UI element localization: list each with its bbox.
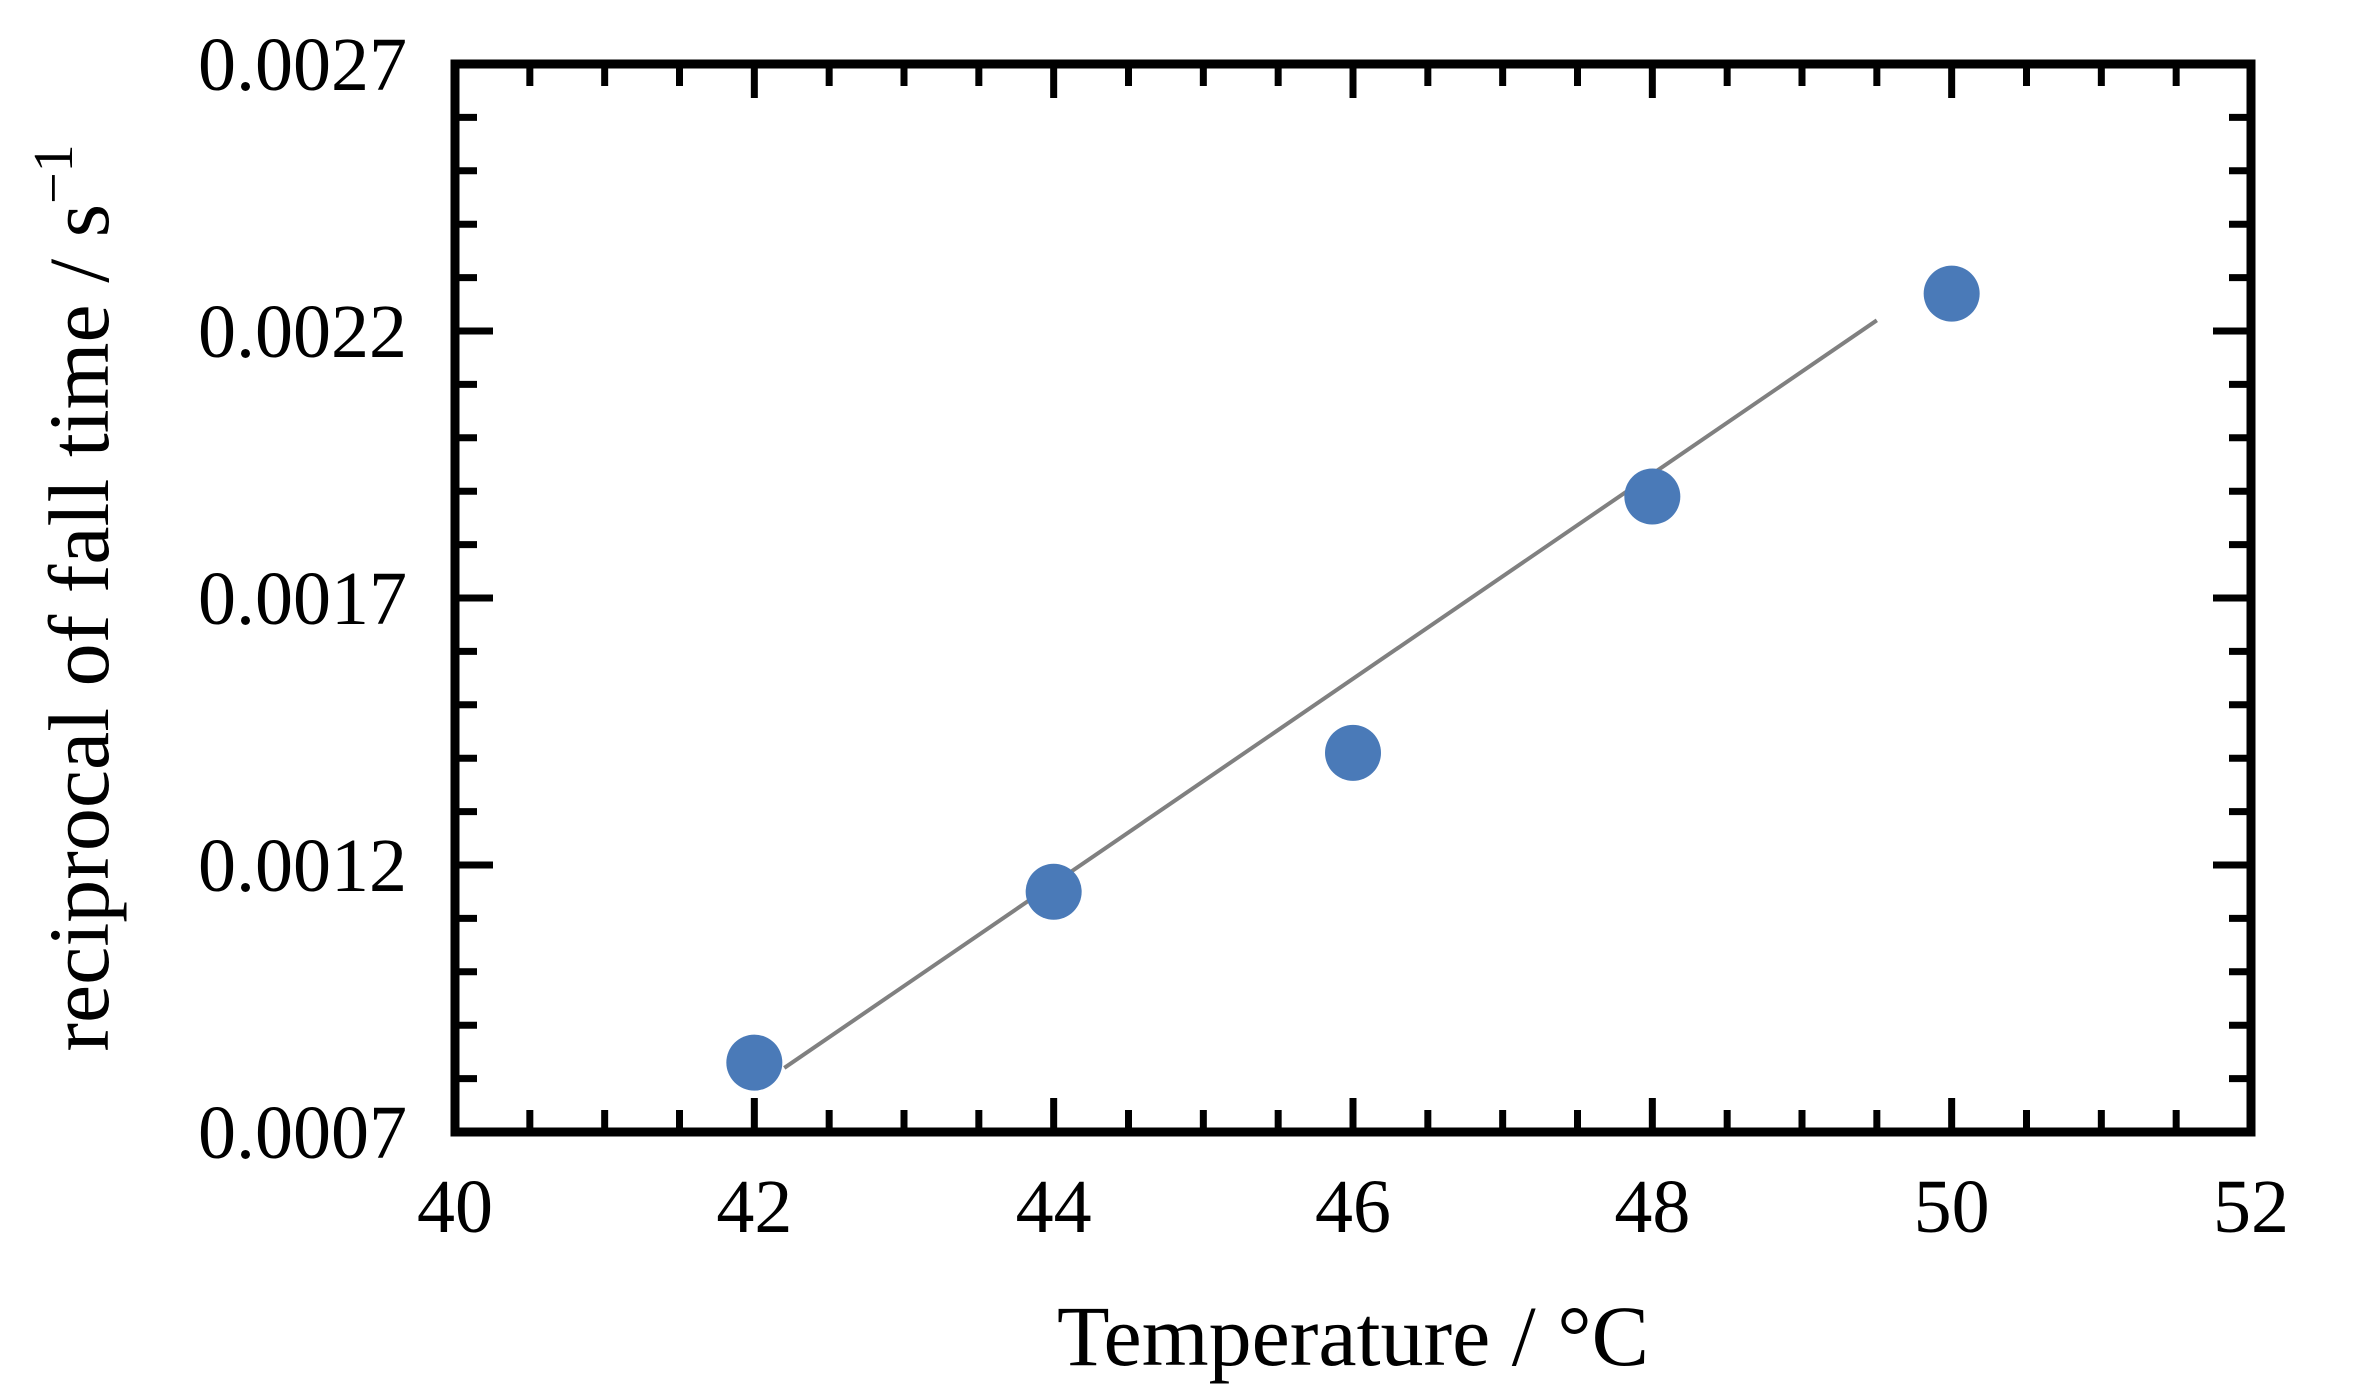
data-point <box>1025 863 1082 920</box>
data-point <box>1923 265 1980 322</box>
y-tick-label: 0.0012 <box>198 824 407 908</box>
y-axis-title-superscript: −1 <box>23 144 85 204</box>
x-tick-label: 40 <box>417 1165 493 1249</box>
data-points <box>726 265 1980 1091</box>
x-tick-label: 42 <box>716 1165 792 1249</box>
data-point <box>726 1034 783 1091</box>
data-point <box>1624 468 1681 525</box>
x-tick-label: 44 <box>1016 1165 1092 1249</box>
y-tick-labels: 0.0007 0.0012 0.0017 0.0022 0.0027 <box>198 23 407 1175</box>
x-tick-label: 46 <box>1315 1165 1391 1249</box>
y-tick-label: 0.0007 <box>198 1091 407 1175</box>
tick-marks <box>451 60 2255 1136</box>
y-axis-title: reciprocal of fall time / s−1 <box>23 144 127 1051</box>
x-tick-labels: 40 42 44 46 48 50 52 <box>417 1165 2289 1249</box>
trendline <box>783 318 1878 1070</box>
x-tick-label: 50 <box>1914 1165 1990 1249</box>
data-point <box>1325 724 1381 781</box>
plot-frame <box>450 59 2256 1137</box>
y-axis-title-main: reciprocal of fall time / s <box>31 204 127 1052</box>
x-tick-label: 52 <box>2213 1165 2289 1249</box>
y-tick-label: 0.0027 <box>198 23 407 107</box>
x-tick-label: 48 <box>1614 1165 1690 1249</box>
y-tick-label: 0.0017 <box>198 557 407 641</box>
x-axis-title: Temperature / °C <box>1057 1288 1649 1384</box>
y-tick-label: 0.0022 <box>198 290 407 374</box>
